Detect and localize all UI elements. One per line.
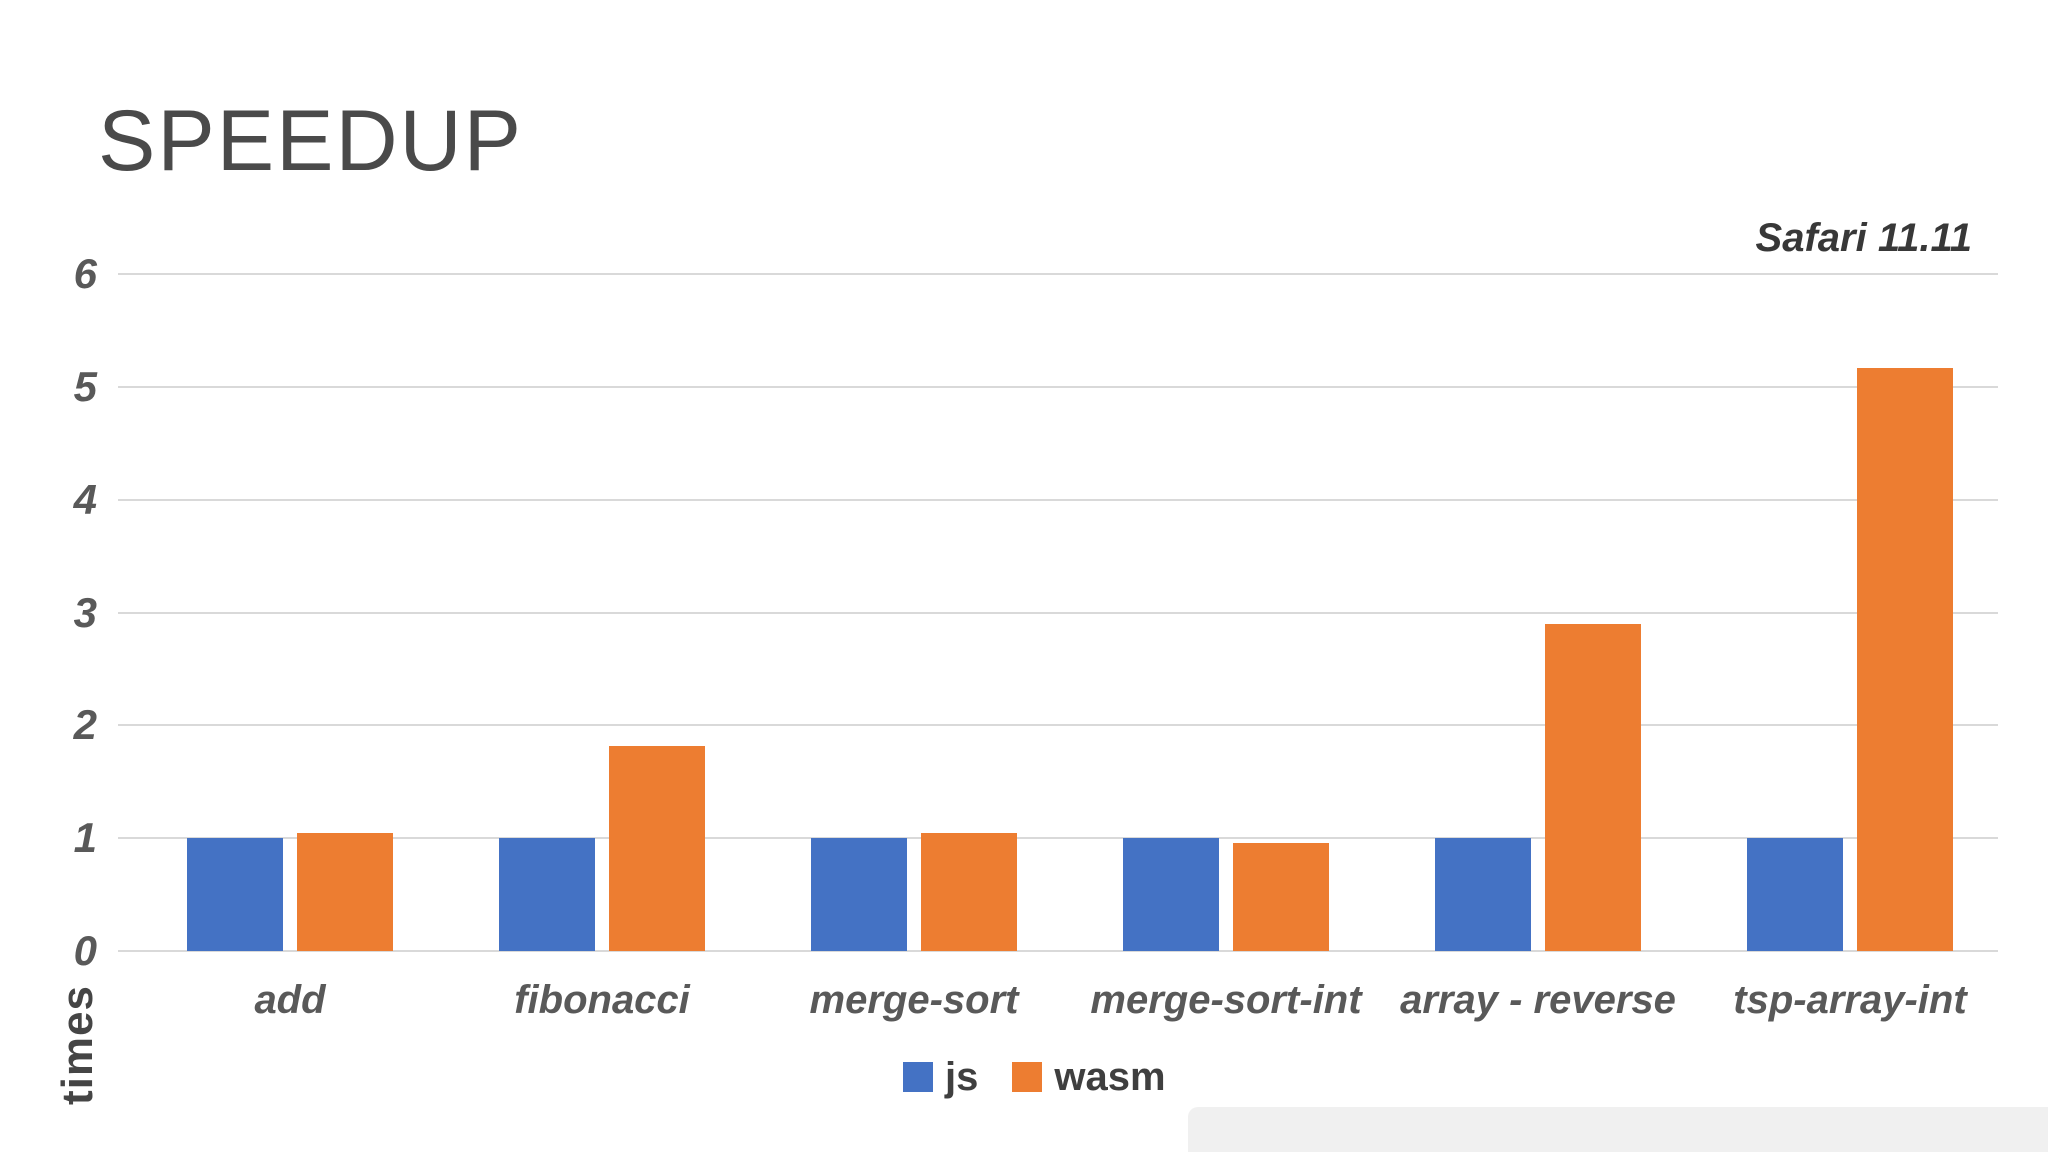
gridline-1	[118, 837, 1998, 840]
gridline-4	[118, 498, 1998, 501]
chart-legend: js wasm	[903, 1057, 1166, 1097]
y-tick-label-1: 1	[73, 814, 97, 862]
legend-swatch-wasm	[1012, 1062, 1043, 1092]
placeholder-edge-panel	[1188, 1107, 2048, 1152]
y-tick-label-3: 3	[73, 588, 97, 636]
bar-wasm-array-reverse	[1545, 623, 1641, 951]
legend-swatch-js	[903, 1062, 933, 1092]
gridline-5	[118, 386, 1998, 388]
x-category-label-3: merge-sort	[809, 978, 1019, 1022]
bar-js-merge-sort-int	[1123, 838, 1219, 951]
bar-wasm-fibonacci	[609, 745, 705, 951]
y-tick-label-4: 4	[73, 475, 97, 523]
gridline-6	[118, 273, 1998, 276]
y-tick-label-0: 0	[73, 927, 97, 974]
x-category-label-1: add	[254, 978, 326, 1022]
bar-js-tsp-array-int	[1747, 838, 1843, 951]
y-tick-label-5: 5	[73, 363, 97, 410]
x-category-label-2: fibonacci	[514, 978, 690, 1022]
gridline-0	[118, 950, 1998, 952]
legend-label-js: js	[945, 1055, 979, 1099]
x-category-label-6: tsp-array-int	[1733, 978, 1967, 1022]
y-tick-label-6: 6	[73, 250, 97, 298]
y-axis-title: times	[53, 985, 102, 1105]
x-category-label-5: array - reverse	[1400, 978, 1676, 1022]
chart-title: SPEEDUP	[98, 93, 524, 189]
bar-js-add	[187, 838, 283, 951]
browser-version-annotation: Safari 11.11	[1755, 216, 1972, 260]
bar-wasm-merge-sort	[921, 832, 1017, 951]
bar-js-merge-sort	[811, 838, 907, 951]
gridline-2	[118, 724, 1998, 727]
legend-label-wasm: wasm	[1054, 1055, 1166, 1099]
bar-wasm-add	[297, 832, 393, 951]
gridline-3	[118, 611, 1998, 614]
legend-item-js: js	[903, 1057, 978, 1097]
bar-js-array-reverse	[1435, 838, 1531, 951]
y-tick-label-2: 2	[73, 701, 97, 749]
legend-item-wasm: wasm	[1012, 1055, 1166, 1099]
x-category-label-4: merge-sort-int	[1090, 978, 1362, 1022]
bar-js-fibonacci	[499, 838, 595, 951]
bar-wasm-merge-sort-int	[1233, 842, 1329, 951]
bar-wasm-tsp-array-int	[1857, 367, 1953, 951]
